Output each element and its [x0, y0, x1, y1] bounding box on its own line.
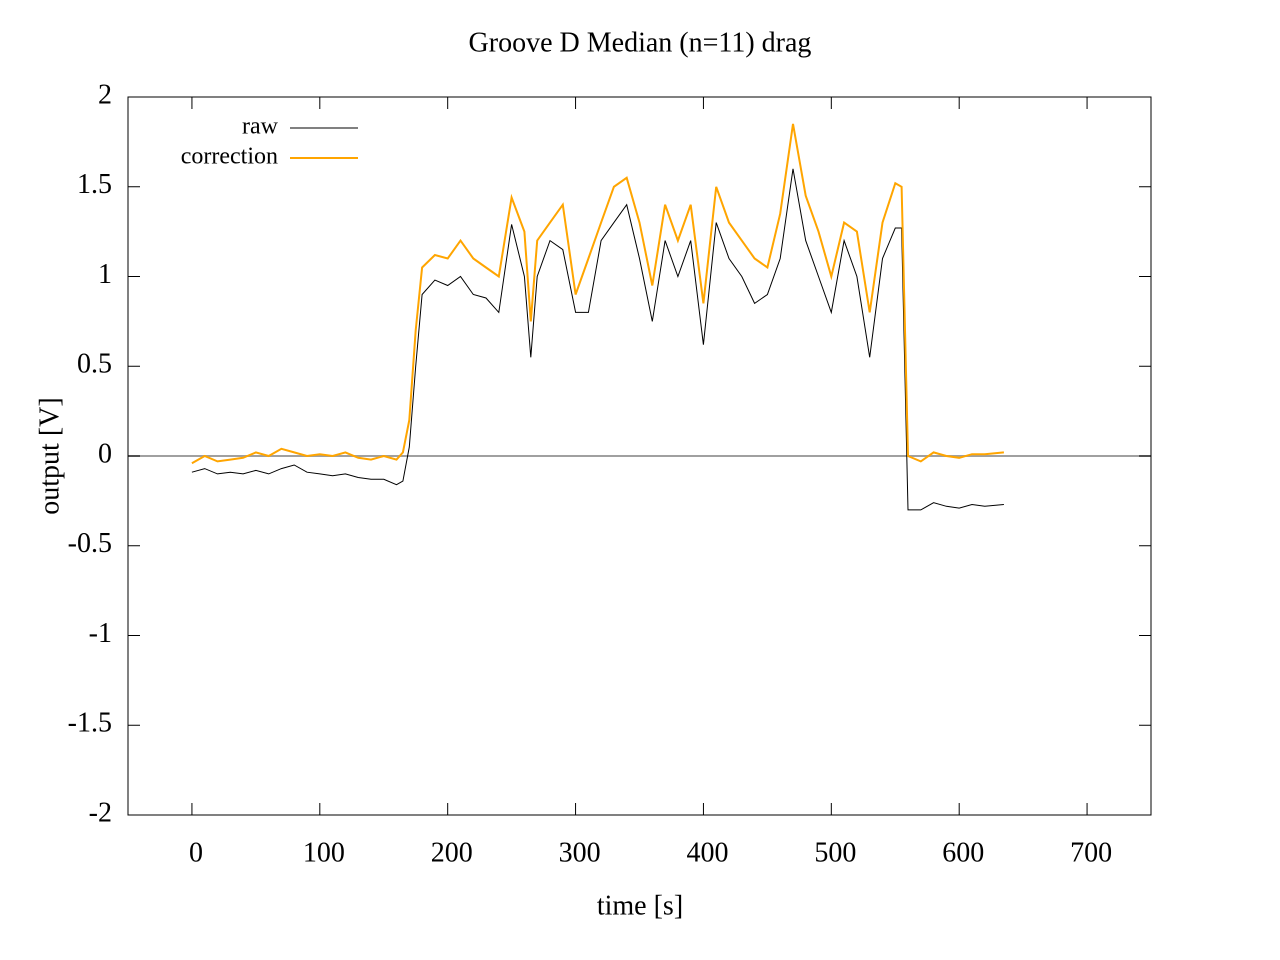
y-tick-label: 0.5	[77, 349, 112, 380]
y-tick-label: -0.5	[68, 528, 112, 559]
x-tick-label: 600	[942, 837, 984, 868]
x-tick-label: 400	[686, 837, 728, 868]
y-tick-label: 2	[98, 79, 112, 110]
x-axis-label: time [s]	[597, 890, 683, 921]
legend-label: correction	[181, 144, 278, 170]
y-tick-label: -1.5	[68, 708, 112, 739]
x-tick-label: 700	[1070, 837, 1112, 868]
y-tick-label: 1.5	[77, 169, 112, 200]
y-tick-label: 1	[98, 259, 112, 290]
x-tick-label: 0	[189, 837, 203, 868]
y-axis-label: output [V]	[34, 397, 65, 514]
y-tick-label: -1	[89, 618, 112, 649]
data-line	[191, 123, 1004, 465]
legend-label: raw	[242, 114, 279, 140]
x-tick-label: 500	[814, 837, 856, 868]
data-line	[191, 168, 1004, 511]
x-tick-label: 100	[303, 837, 345, 868]
plot-frame	[127, 96, 1152, 816]
y-tick-label: -2	[89, 797, 112, 828]
x-tick-label: 300	[559, 837, 601, 868]
y-tick-label: 0	[98, 438, 112, 469]
x-tick-label: 200	[431, 837, 473, 868]
chart-title: Groove D Median (n=11) drag	[469, 27, 812, 58]
